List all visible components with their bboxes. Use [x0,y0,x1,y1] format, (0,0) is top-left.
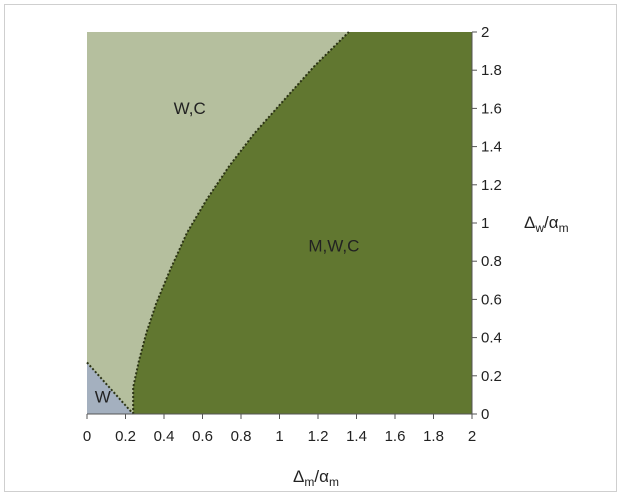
plot-area [86,31,472,415]
y-axis: 0 0.2 0.4 0.6 0.8 1 1.2 1.4 1.6 1.8 2 [471,24,502,423]
x-tick-label: 0.2 [115,428,136,445]
x-tick-label: 2 [468,428,476,445]
y-axis-label-main: Δ [524,213,535,232]
y-tick-label: 0.6 [481,291,502,308]
y-tick-label: 0.2 [481,368,502,385]
x-axis-label-sep: /α [314,467,329,486]
x-axis-label: Δm/αm [293,467,339,489]
x-tick-label: 0.4 [154,428,175,445]
y-axis-label-sub2: m [559,221,569,235]
x-axis-label-main: Δ [293,467,304,486]
y-tick-label: 2 [481,24,489,41]
y-tick-label: 1.2 [481,177,502,194]
y-axis-label-sub: w [534,221,544,235]
y-tick-label: 0.8 [481,253,502,270]
x-axis-label-sub: m [304,475,314,489]
x-tick-label: 1.2 [308,428,329,445]
x-tick-label: 1 [275,428,283,445]
region-label-mwc: M,W,C [308,237,359,256]
y-tick-label: 1.4 [481,139,502,156]
x-tick-label: 0.6 [192,428,213,445]
x-tick-label: 1.4 [346,428,367,445]
y-axis-label: Δw/αm [524,213,569,235]
x-tick-label: 1.8 [423,428,444,445]
region-label-wc: W,C [174,99,206,118]
y-tick-label: 1.8 [481,62,502,79]
x-tick-label: 1.6 [385,428,406,445]
y-axis-label-sep: /α [544,213,559,232]
region-label-w: W [95,388,111,407]
y-tick-label: 1.6 [481,100,502,117]
y-tick-label: 1 [481,215,489,232]
x-tick-label: 0.8 [231,428,252,445]
y-tick-label: 0.4 [481,330,502,347]
x-axis-label-sub2: m [329,475,339,489]
region-mwc-area [133,32,472,414]
x-tick-label: 0 [83,428,91,445]
y-tick-label: 0 [481,406,489,423]
boundary-w-line [86,361,134,415]
x-axis: 0 0.2 0.4 0.6 0.8 1 1.2 1.4 1.6 1.8 2 [83,413,476,445]
